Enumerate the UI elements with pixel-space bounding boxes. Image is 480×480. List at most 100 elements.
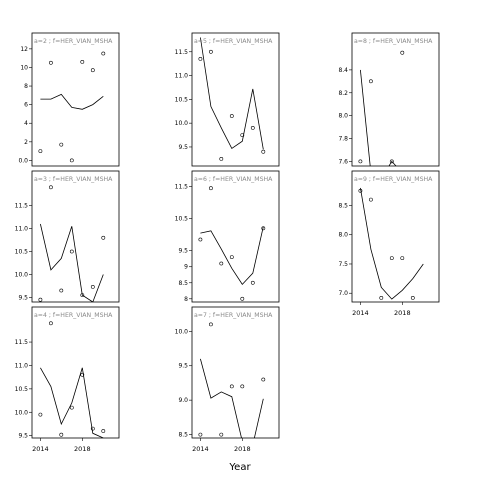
data-point bbox=[49, 185, 53, 190]
data-point bbox=[400, 256, 405, 261]
data-point bbox=[208, 49, 213, 54]
x-tick-label: 2014 bbox=[352, 309, 369, 317]
panel-plot-area bbox=[198, 322, 266, 450]
y-tick-label: 9.5 bbox=[18, 433, 28, 440]
data-point bbox=[240, 384, 245, 389]
panel-frame bbox=[351, 32, 440, 167]
y-tick-label: 10.0 bbox=[15, 271, 29, 278]
y-tick-label: 11.5 bbox=[175, 49, 189, 56]
data-point bbox=[410, 295, 415, 300]
data-point bbox=[59, 288, 64, 293]
panel-strip-label: a=6 ; f=HER_VIAN_MSHA bbox=[194, 176, 273, 183]
panel-plot-area bbox=[38, 185, 106, 302]
data-point bbox=[101, 51, 106, 56]
data-point bbox=[80, 60, 85, 64]
data-point bbox=[49, 321, 53, 326]
panel-frame bbox=[191, 306, 280, 439]
data-point bbox=[261, 377, 266, 382]
data-point bbox=[90, 426, 95, 431]
trend-line bbox=[200, 226, 264, 286]
y-tick-label: 9.0 bbox=[178, 397, 188, 404]
data-point bbox=[59, 142, 64, 147]
panel-6: a=7 ; f=HER_VIAN_MSHA 8.5 9.0 9.5 10.0 2014 20… bbox=[175, 306, 280, 453]
y-tick-label: 12 bbox=[20, 46, 28, 53]
y-tick-label: 9.5 bbox=[178, 144, 188, 151]
data-point bbox=[90, 284, 95, 289]
data-point bbox=[69, 158, 74, 163]
data-point bbox=[49, 60, 53, 65]
y-tick-label: 8 bbox=[184, 296, 188, 303]
y-tick-label: 11.5 bbox=[15, 339, 29, 346]
y-tick-label: 8.5 bbox=[178, 280, 188, 287]
data-point bbox=[261, 226, 266, 231]
y-tick-label: 10.0 bbox=[15, 409, 29, 416]
data-point bbox=[219, 261, 224, 266]
y-tick-label: 8 bbox=[24, 83, 28, 90]
y-tick-label: 10.5 bbox=[15, 249, 29, 256]
trend-line bbox=[40, 93, 104, 110]
y-tick-label: 7.6 bbox=[338, 158, 348, 165]
trend-line bbox=[200, 358, 264, 438]
trend-line bbox=[200, 37, 264, 150]
data-point bbox=[229, 114, 234, 118]
data-point bbox=[389, 159, 394, 164]
data-point bbox=[219, 156, 224, 161]
panel-4: a=5 ; f=HER_VIAN_MSHA 9.5 10.0 10.5 11.0 11.5 bbox=[175, 32, 280, 167]
panel-8: a=9 ; f=HER_VIAN_MSHA 7.0 7.5 8.0 8.5 2014 201… bbox=[338, 170, 440, 317]
data-point bbox=[251, 447, 254, 450]
panel-plot-area bbox=[198, 37, 266, 161]
panel-5: a=6 ; f=HER_VIAN_MSHA 8 8.5 9 9.5 10.5 11.5 bbox=[175, 170, 280, 303]
data-point bbox=[219, 432, 224, 437]
panel-strip-label: a=7 ; f=HER_VIAN_MSHA bbox=[194, 312, 273, 319]
y-tick-label: 8.5 bbox=[178, 432, 188, 439]
trend-line bbox=[40, 367, 104, 438]
panel-strip-label: a=8 ; f=HER_VIAN_MSHA bbox=[354, 38, 433, 45]
data-point bbox=[400, 50, 405, 55]
panel-3: a=4 ; f=HER_VIAN_MSHA 9.5 10.0 10.5 11.0 11.5… bbox=[15, 306, 120, 453]
data-point bbox=[229, 255, 234, 260]
panel-strip-label: a=2 ; f=HER_VIAN_MSHA bbox=[34, 38, 113, 45]
panel-strip-label: a=3 ; f=HER_VIAN_MSHA bbox=[34, 176, 113, 183]
trend-line bbox=[40, 223, 104, 302]
data-point bbox=[368, 197, 373, 202]
panel-2: a=3 ; f=HER_VIAN_MSHA 9.5 10.0 10.5 11.0 11.5 bbox=[15, 170, 120, 303]
y-tick-label: 4 bbox=[24, 120, 28, 127]
panel-frame bbox=[351, 170, 440, 303]
data-point bbox=[69, 249, 74, 254]
y-tick-label: 6 bbox=[24, 102, 28, 109]
data-point bbox=[38, 149, 43, 154]
data-point bbox=[240, 296, 245, 301]
data-point bbox=[240, 133, 245, 138]
x-axis-label: Year bbox=[228, 462, 251, 473]
panel-plot-area bbox=[198, 186, 266, 301]
panel-strip-label: a=4 ; f=HER_VIAN_MSHA bbox=[34, 312, 113, 319]
data-point bbox=[101, 429, 106, 433]
y-tick-label: 11.5 bbox=[175, 184, 189, 191]
y-tick-label: 10.0 bbox=[175, 120, 189, 127]
y-tick-label: 8.0 bbox=[338, 113, 348, 120]
data-point bbox=[358, 188, 363, 193]
data-point bbox=[261, 149, 266, 154]
data-point bbox=[250, 126, 255, 130]
y-tick-label: 11.0 bbox=[15, 362, 29, 369]
y-tick-label: 2 bbox=[24, 139, 28, 146]
trend-line bbox=[360, 187, 424, 300]
y-tick-label: 11.0 bbox=[15, 226, 29, 233]
data-point bbox=[208, 322, 213, 327]
panel-plot-area bbox=[38, 321, 106, 438]
data-point bbox=[229, 384, 234, 389]
y-tick-label: 7.8 bbox=[338, 136, 348, 143]
panel-plot-area bbox=[358, 187, 424, 300]
x-tick-label: 2014 bbox=[192, 445, 209, 453]
data-point bbox=[389, 256, 394, 261]
data-point bbox=[208, 186, 213, 191]
data-point bbox=[379, 295, 384, 300]
y-tick-label: 7.5 bbox=[338, 261, 348, 268]
data-point bbox=[358, 159, 363, 164]
data-point bbox=[59, 432, 64, 437]
data-point bbox=[69, 405, 74, 410]
y-tick-label: 9.5 bbox=[178, 363, 188, 370]
data-point bbox=[38, 412, 43, 417]
data-point bbox=[250, 280, 255, 285]
